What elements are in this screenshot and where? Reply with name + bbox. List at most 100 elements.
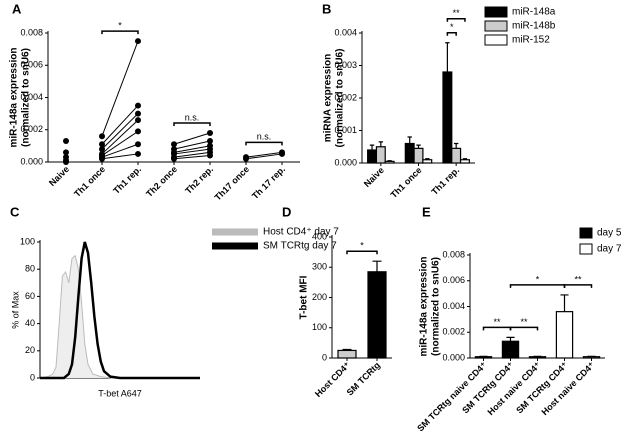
x-tick-label: Th1 rep. [111, 164, 143, 196]
legend-label: miR-152 [512, 35, 550, 46]
y-tick-label: 0 [30, 372, 35, 382]
error-bar [425, 158, 430, 160]
pair-line [101, 130, 139, 156]
y-axis-label: miR-148a expression [419, 256, 430, 356]
y-tick-label: 100 [20, 236, 35, 246]
pair-line [245, 151, 283, 158]
panel-letter: C [10, 204, 20, 219]
significance-bracket [346, 250, 378, 255]
y-tick-label: 0.004 [442, 301, 465, 311]
legend-swatch [579, 227, 593, 239]
error-bar [342, 348, 352, 351]
pair-line [101, 40, 139, 137]
significance-bracket [482, 326, 512, 331]
legend-swatch [579, 243, 593, 255]
error-bar [407, 136, 412, 144]
pair-line [101, 105, 139, 145]
pair-line [173, 148, 211, 155]
y-tick-label: 0.002 [20, 124, 43, 134]
y-tick-label: 0.000 [334, 157, 357, 167]
significance-label: ** [453, 8, 461, 18]
error-bar [387, 160, 392, 162]
error-bar [445, 42, 450, 72]
x-axis-label: T-bet A647 [98, 388, 142, 398]
point [135, 117, 141, 124]
legend-swatch [484, 34, 508, 46]
point [135, 102, 141, 109]
panel-letter: D [282, 204, 291, 219]
y-tick-label: 300 [312, 262, 327, 272]
y-tick-label: 200 [312, 292, 327, 302]
y-tick-label: 100 [312, 322, 327, 332]
histogram-curve [40, 241, 200, 380]
y-tick-label: 0.001 [334, 125, 357, 135]
legend-label: day 5 [597, 228, 622, 239]
y-axis-label: miRNA expression [323, 54, 334, 143]
significance-label: * [118, 20, 122, 30]
significance-label: ** [520, 317, 528, 327]
point [207, 129, 213, 136]
bar [451, 147, 462, 164]
y-tick-label: 0.008 [442, 249, 465, 259]
significance-bracket [509, 326, 539, 331]
y-tick-label: 0.003 [334, 60, 357, 70]
significance-label: n.s. [185, 112, 200, 122]
significance-label: ** [493, 317, 501, 327]
y-tick-label: 0.004 [334, 27, 357, 37]
bar [375, 146, 386, 164]
point [207, 152, 213, 159]
bar [337, 349, 357, 359]
point [207, 138, 213, 145]
y-axis-label: (normalized to snU6) [335, 49, 346, 148]
point [63, 138, 69, 145]
y-tick-label: 60 [25, 291, 35, 301]
x-tick-label: Th2 once [144, 164, 179, 199]
y-tick-label: 0.002 [334, 92, 357, 102]
pair-line [173, 145, 211, 153]
y-tick-label: 0.000 [20, 156, 43, 166]
point [99, 146, 105, 153]
pair-line [173, 140, 211, 150]
x-tick-label: Th 17 rep. [250, 164, 287, 201]
error-bar [378, 141, 384, 147]
x-tick-label: Naive [362, 165, 386, 189]
point [63, 149, 69, 156]
y-tick-label: 0.002 [442, 327, 465, 337]
pair-line [245, 153, 283, 160]
y-tick-label: 40 [25, 318, 35, 328]
y-tick-label: 20 [25, 345, 35, 355]
panel-letter: E [422, 204, 431, 219]
legend-swatch [484, 20, 508, 32]
significance-label: * [536, 274, 540, 284]
significance-label: * [360, 241, 364, 251]
legend-swatch [212, 242, 258, 250]
bar [459, 159, 470, 164]
point [135, 38, 141, 45]
significance-bracket [173, 122, 211, 126]
pair-line [173, 132, 211, 145]
point [135, 128, 141, 135]
bar [384, 160, 395, 164]
pair-line [173, 155, 211, 160]
bar [555, 311, 574, 359]
y-tick-label: 80 [25, 264, 35, 274]
point [135, 150, 141, 157]
point [99, 155, 105, 162]
pair-line [101, 153, 139, 160]
pair-line [173, 151, 211, 158]
legend-swatch [212, 228, 258, 236]
x-tick-label: Th1 once [389, 165, 424, 200]
pair-line [101, 113, 139, 150]
significance-bracket [446, 18, 466, 22]
point [99, 133, 105, 140]
x-tick-label: Th1 once [72, 164, 107, 199]
y-tick-label: 0.006 [20, 60, 43, 70]
error-bar [372, 260, 382, 272]
panel-letter: A [12, 1, 22, 16]
bar [501, 340, 520, 359]
pair-line [101, 143, 139, 158]
error-bar [462, 158, 468, 160]
significance-bracket [101, 30, 139, 35]
